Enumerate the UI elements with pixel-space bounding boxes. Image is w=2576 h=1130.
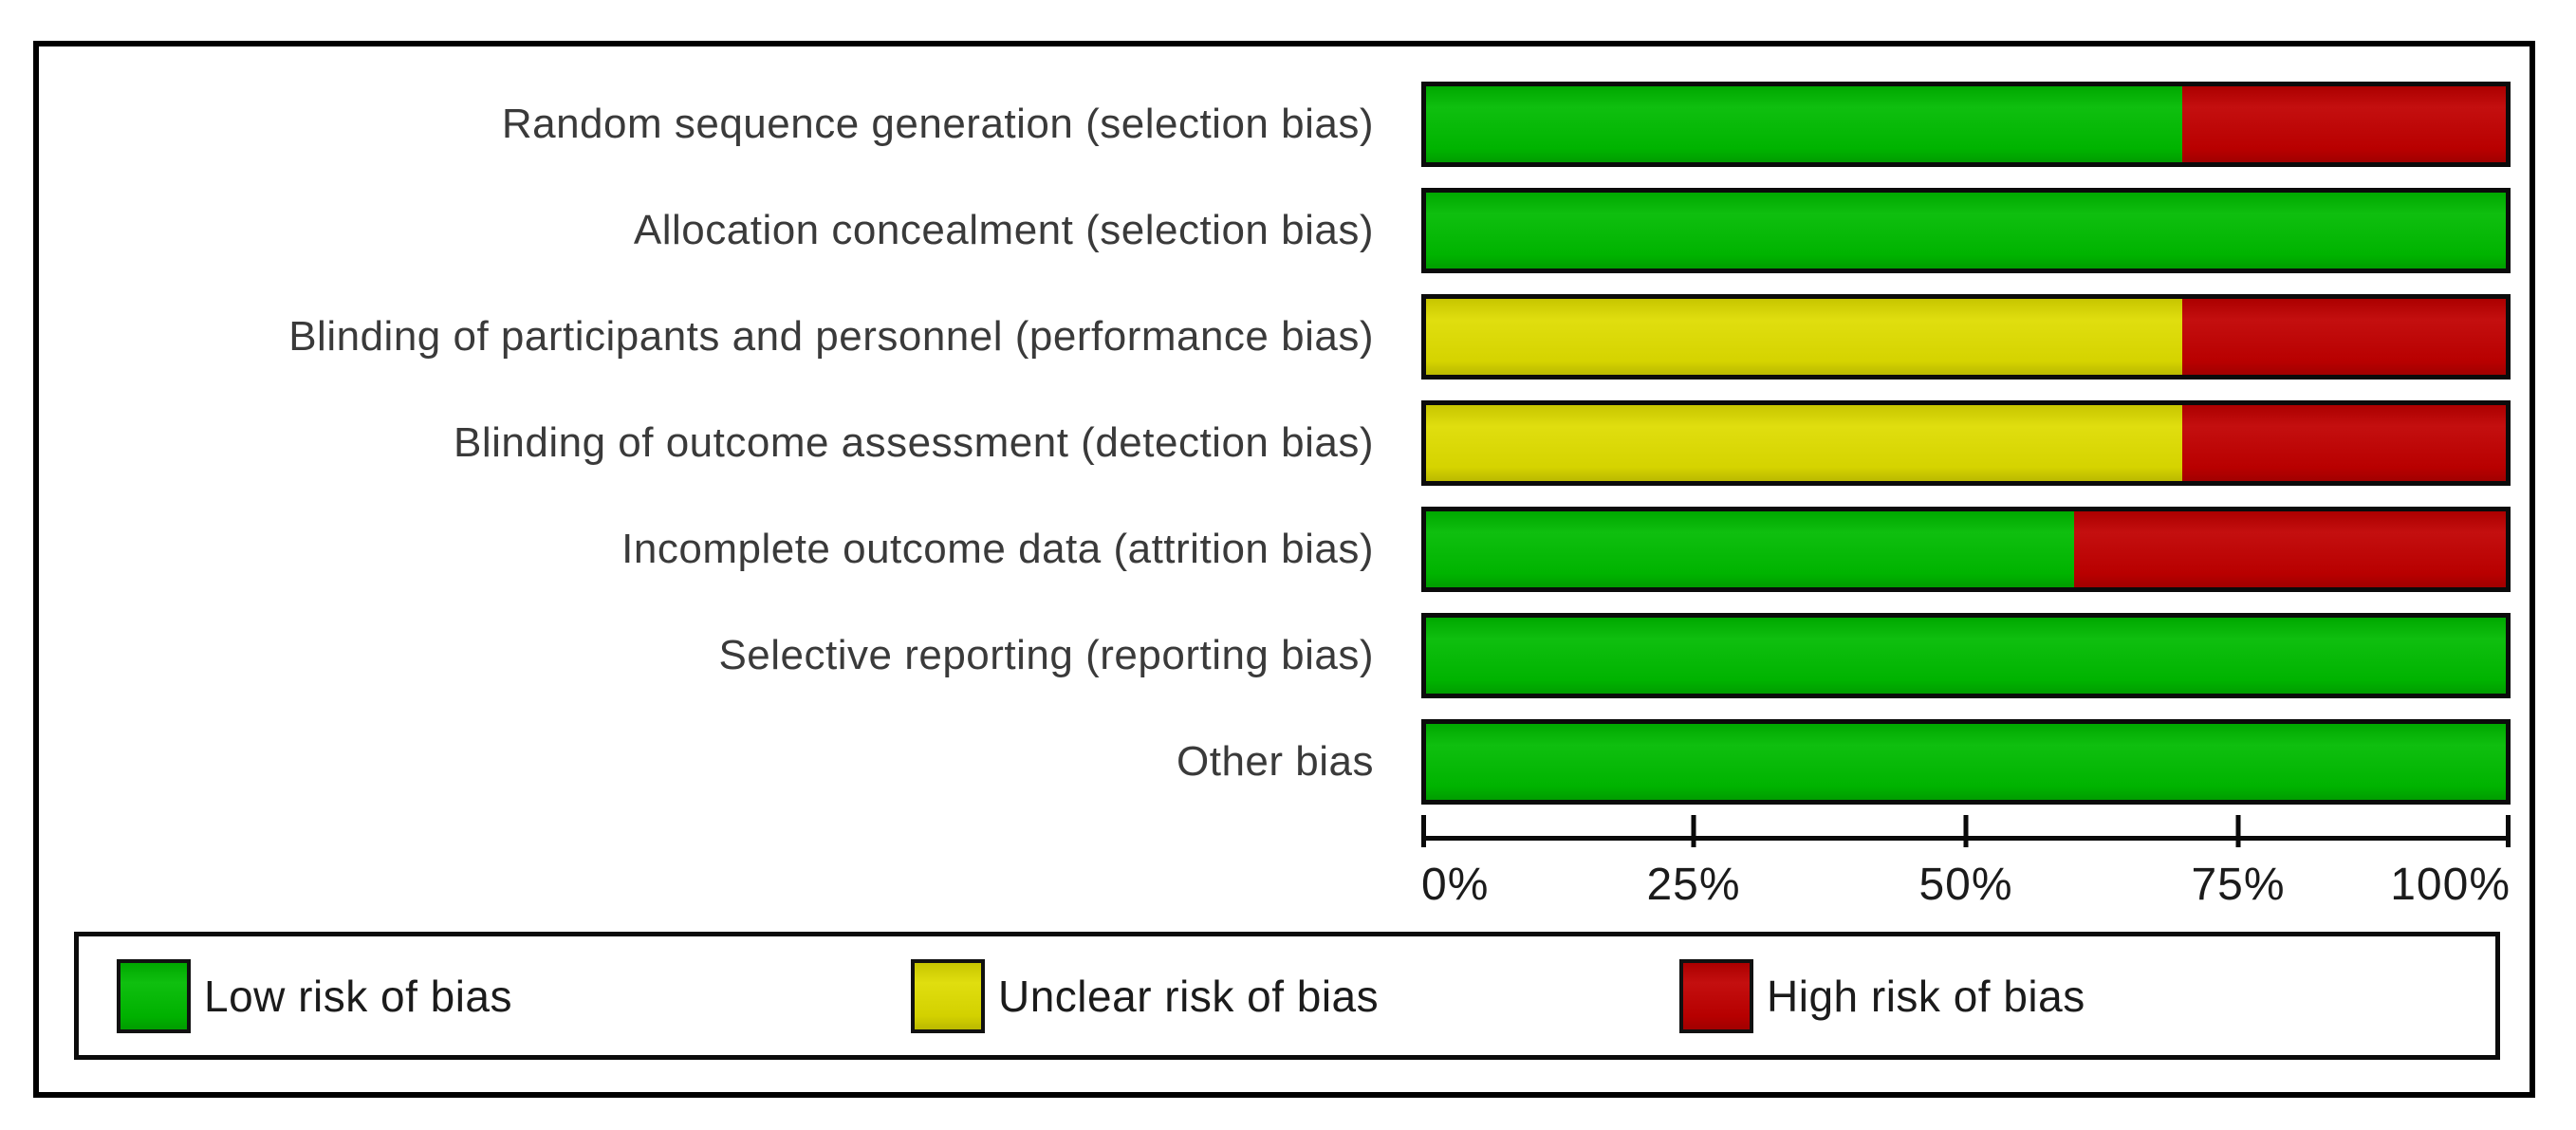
- stacked-bar: [1421, 400, 2511, 486]
- category-label: Blinding of participants and personnel (…: [288, 313, 1374, 360]
- legend-label: Low risk of bias: [204, 971, 513, 1021]
- bar-rows: Random sequence generation (selection bi…: [39, 82, 2530, 825]
- category-label: Blinding of outcome assessment (detectio…: [454, 419, 1374, 466]
- legend-label: High risk of bias: [1767, 971, 2085, 1021]
- x-axis: 0% 25% 50% 75% 100%: [1421, 815, 2511, 938]
- chart-frame: Random sequence generation (selection bi…: [33, 41, 2535, 1098]
- legend-item: Unclear risk of bias: [911, 958, 1380, 1033]
- segment-high-risk-of-bias: [2181, 405, 2506, 481]
- category-label: Selective reporting (reporting bias): [718, 632, 1374, 678]
- axis-tick: [1963, 815, 1969, 847]
- stacked-bar: [1421, 507, 2511, 592]
- chart-row: Incomplete outcome data (attrition bias): [39, 507, 2530, 592]
- segment-low-risk-of-bias: [1426, 724, 2506, 800]
- category-label: Other bias: [1177, 738, 1374, 785]
- legend-swatch-unclear-risk-of-bias: [911, 958, 985, 1033]
- segment-unclear-risk-of-bias: [1426, 299, 2182, 375]
- legend: Low risk of bias Unclear risk of bias High…: [74, 932, 2500, 1060]
- legend-swatch-low-risk-of-bias: [117, 958, 191, 1033]
- axis-tick-label: 0%: [1421, 860, 1490, 910]
- axis-tick: [1421, 815, 1426, 847]
- chart-row: Allocation concealment (selection bias): [39, 188, 2530, 273]
- legend-item: High risk of bias: [1679, 958, 2085, 1033]
- segment-low-risk-of-bias: [1426, 618, 2506, 694]
- legend-label: Unclear risk of bias: [998, 971, 1380, 1021]
- segment-low-risk-of-bias: [1426, 193, 2506, 269]
- stacked-bar: [1421, 82, 2511, 167]
- axis-tick-label: 75%: [2191, 860, 2286, 910]
- category-label: Incomplete outcome data (attrition bias): [621, 526, 1374, 572]
- stacked-bar: [1421, 613, 2511, 698]
- axis-tick-label: 25%: [1646, 860, 1741, 910]
- category-label: Random sequence generation (selection bi…: [501, 101, 1374, 147]
- chart-row: Blinding of outcome assessment (detectio…: [39, 400, 2530, 486]
- segment-low-risk-of-bias: [1426, 86, 2182, 162]
- segment-high-risk-of-bias: [2181, 86, 2506, 162]
- segment-high-risk-of-bias: [2181, 299, 2506, 375]
- chart-row: Other bias: [39, 719, 2530, 805]
- legend-swatch-high-risk-of-bias: [1679, 958, 1753, 1033]
- stacked-bar: [1421, 188, 2511, 273]
- chart-row: Selective reporting (reporting bias): [39, 613, 2530, 698]
- segment-unclear-risk-of-bias: [1426, 405, 2182, 481]
- axis-tick: [1691, 815, 1696, 847]
- axis-tick: [2506, 815, 2511, 847]
- stacked-bar: [1421, 294, 2511, 380]
- segment-low-risk-of-bias: [1426, 511, 2074, 587]
- segment-high-risk-of-bias: [2073, 511, 2506, 587]
- stacked-bar: [1421, 719, 2511, 805]
- axis-tick-label: 50%: [1918, 860, 2013, 910]
- chart-row: Blinding of participants and personnel (…: [39, 294, 2530, 380]
- category-label: Allocation concealment (selection bias): [633, 207, 1374, 253]
- axis-tick-label: 100%: [2390, 860, 2511, 910]
- chart-row: Random sequence generation (selection bi…: [39, 82, 2530, 167]
- axis-tick: [2235, 815, 2241, 847]
- legend-item: Low risk of bias: [117, 958, 513, 1033]
